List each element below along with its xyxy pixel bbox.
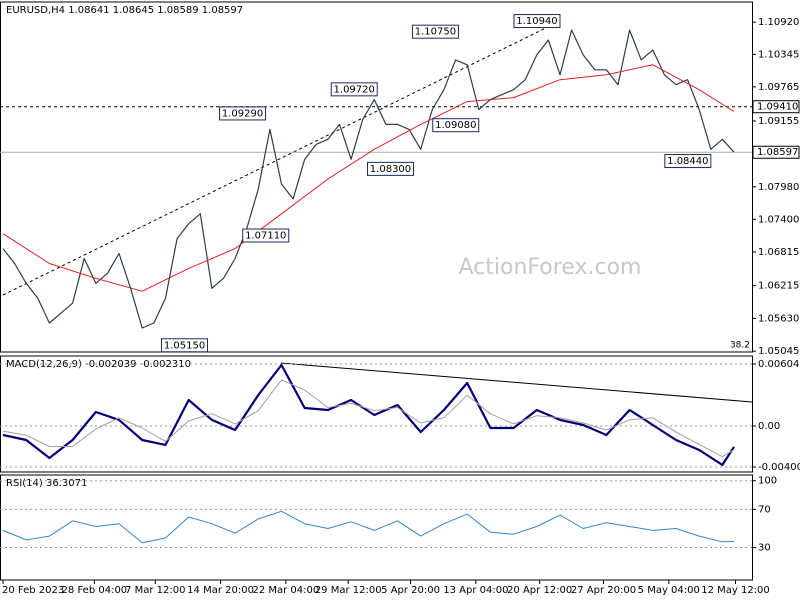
annotation-box	[219, 106, 267, 121]
y-tick-label: 1.05045	[758, 346, 799, 357]
y-tick-label: 1.05630	[758, 313, 799, 324]
y-tick-label: 1.06215	[758, 281, 799, 292]
series-line	[2, 29, 735, 329]
y-tick-label: 70	[758, 504, 771, 515]
series-line	[2, 64, 735, 292]
series-line	[2, 363, 735, 466]
panel-frame	[0, 1, 753, 353]
x-tick-label: 29 Mar 12:00	[315, 585, 382, 596]
y-tick-label: 30	[758, 543, 771, 554]
panel-title: EURUSD,H4 1.08641 1.08645 1.08589 1.0859…	[6, 5, 243, 16]
annotation-box	[161, 338, 209, 353]
x-tick-label: 7 Mar 12:00	[125, 585, 185, 596]
series-line	[2, 510, 735, 544]
y-tick-label: 0.006049	[758, 359, 800, 370]
panel-title: MACD(12,26,9) -0.002039 -0.002310	[6, 359, 191, 370]
y-tick-label: 1.07400	[758, 214, 799, 225]
level-label: 1.09410	[757, 102, 798, 113]
annotation-label: 1.05150	[164, 340, 205, 351]
annotation-label: 1.09290	[222, 108, 263, 119]
y-tick-label: 1.10920	[758, 17, 799, 28]
y-tick-label: 1.09765	[758, 82, 799, 93]
series-line	[2, 379, 735, 458]
level-label: 1.08597	[757, 147, 798, 158]
x-tick-label: 27 Apr 20:00	[571, 585, 636, 596]
y-tick-label: 1.10345	[758, 49, 799, 60]
y-tick-label: 0.00	[758, 421, 780, 432]
annotation-label: 1.08300	[370, 164, 411, 175]
fib-label: 38.2	[730, 341, 750, 351]
x-tick-label: 5 Apr 20:00	[381, 585, 440, 596]
annotation-label: 1.10750	[415, 27, 456, 38]
annotation-label: 1.07110	[245, 231, 286, 242]
annotation-box	[242, 228, 290, 243]
x-tick-label: 13 Apr 04:00	[443, 585, 508, 596]
annotation-label: 1.10940	[516, 16, 557, 27]
annotation-label: 1.09080	[435, 120, 476, 131]
panel-frame	[0, 355, 753, 473]
x-tick-label: 20 Apr 12:00	[507, 585, 572, 596]
annotation-box	[366, 161, 414, 176]
x-tick-label: 12 May 12:00	[701, 585, 770, 596]
annotation-box	[411, 24, 459, 39]
macd-trend-line	[280, 362, 753, 403]
watermark: ActionForex.com	[459, 255, 642, 280]
y-tick-label: 100	[758, 476, 777, 487]
annotation-box	[330, 82, 378, 97]
y-tick-label: 1.07980	[758, 182, 799, 193]
annotation-label: 1.08440	[667, 156, 708, 167]
x-tick-label: 28 Feb 04:00	[62, 585, 128, 596]
annotation-box	[513, 14, 561, 29]
x-tick-label: 20 Feb 2023	[2, 585, 64, 596]
trend-line	[2, 19, 563, 296]
panel-frame	[0, 474, 753, 581]
level-box	[752, 145, 800, 159]
y-tick-label: -0.004005	[758, 462, 800, 473]
x-tick-label: 22 Mar 04:00	[252, 585, 319, 596]
y-tick-label: 1.06815	[758, 247, 799, 258]
x-tick-label: 14 Mar 20:00	[187, 585, 254, 596]
panel-title: RSI(14) 36.3071	[6, 478, 87, 489]
x-tick-label: 5 May 04:00	[638, 585, 700, 596]
annotation-box	[664, 154, 712, 169]
y-tick-label: 1.09155	[758, 116, 799, 127]
level-box	[752, 100, 800, 114]
annotation-box	[432, 118, 480, 133]
annotation-label: 1.09720	[334, 84, 375, 95]
